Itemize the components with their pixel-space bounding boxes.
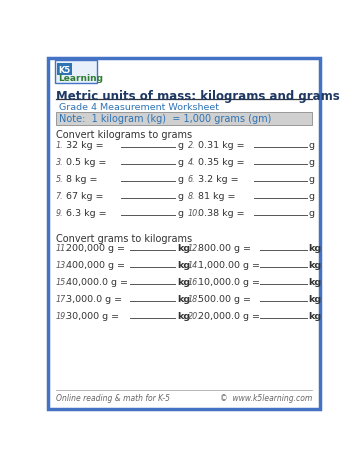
Text: 17.: 17. (56, 294, 69, 303)
Text: kg: kg (177, 244, 191, 253)
Text: 19.: 19. (56, 312, 69, 320)
Text: 32 kg =: 32 kg = (66, 141, 103, 150)
Text: 4.: 4. (187, 158, 195, 167)
Text: 0.35 kg =: 0.35 kg = (197, 158, 244, 167)
Text: 81 kg =: 81 kg = (197, 192, 235, 200)
Text: Learning: Learning (58, 74, 103, 83)
Text: Grade 4 Measurement Worksheet: Grade 4 Measurement Worksheet (59, 102, 219, 112)
Text: g: g (177, 175, 183, 184)
Text: 13.: 13. (56, 261, 69, 269)
Text: g: g (177, 141, 183, 150)
Text: Convert grams to kilograms: Convert grams to kilograms (56, 233, 192, 243)
Text: 200,000 g =: 200,000 g = (66, 244, 125, 253)
Text: kg: kg (308, 278, 322, 287)
Text: 10.: 10. (187, 208, 200, 218)
Text: 8 kg =: 8 kg = (66, 175, 97, 184)
Text: g: g (308, 141, 314, 150)
Text: Metric units of mass: kilograms and grams: Metric units of mass: kilograms and gram… (56, 89, 340, 102)
Text: 14.: 14. (187, 261, 200, 269)
Text: 67 kg =: 67 kg = (66, 192, 103, 200)
Text: g: g (177, 208, 183, 218)
Text: g: g (308, 192, 314, 200)
Text: 800.00 g =: 800.00 g = (197, 244, 251, 253)
FancyBboxPatch shape (48, 59, 320, 409)
Text: 3.2 kg =: 3.2 kg = (197, 175, 238, 184)
Text: kg: kg (308, 312, 322, 320)
Text: 8.: 8. (187, 192, 195, 200)
Text: 5.: 5. (56, 175, 63, 184)
Text: 2.: 2. (187, 141, 195, 150)
Text: K5: K5 (58, 66, 70, 75)
Text: 10,000.0 g =: 10,000.0 g = (197, 278, 260, 287)
Text: 3,000.0 g =: 3,000.0 g = (66, 294, 122, 303)
Text: 400,000 g =: 400,000 g = (66, 261, 125, 269)
Text: 1.: 1. (56, 141, 63, 150)
Text: Note:  1 kilogram (kg)  = 1,000 grams (gm): Note: 1 kilogram (kg) = 1,000 grams (gm) (59, 114, 271, 124)
Text: 0.5 kg =: 0.5 kg = (66, 158, 106, 167)
Text: 40,000.0 g =: 40,000.0 g = (66, 278, 128, 287)
Text: kg: kg (177, 261, 191, 269)
Text: g: g (308, 175, 314, 184)
Text: ©  www.k5learning.com: © www.k5learning.com (220, 394, 312, 403)
Text: kg: kg (308, 294, 322, 303)
Text: g: g (308, 158, 314, 167)
Text: 15.: 15. (56, 278, 69, 287)
Text: 18.: 18. (187, 294, 200, 303)
Text: Convert kilograms to grams: Convert kilograms to grams (56, 130, 192, 140)
Text: g: g (177, 192, 183, 200)
Text: 16.: 16. (187, 278, 200, 287)
Text: 7.: 7. (56, 192, 63, 200)
Text: 3.: 3. (56, 158, 63, 167)
Text: kg: kg (177, 278, 191, 287)
FancyBboxPatch shape (55, 61, 97, 84)
Text: 500.00 g =: 500.00 g = (197, 294, 251, 303)
Text: 0.38 kg =: 0.38 kg = (197, 208, 244, 218)
Text: Online reading & math for K-5: Online reading & math for K-5 (56, 394, 170, 403)
Text: 11.: 11. (56, 244, 69, 253)
Text: kg: kg (177, 294, 191, 303)
Text: 20.: 20. (187, 312, 200, 320)
Text: kg: kg (308, 244, 322, 253)
Text: kg: kg (308, 261, 322, 269)
Text: 6.: 6. (187, 175, 195, 184)
Text: g: g (308, 208, 314, 218)
Text: 12.: 12. (187, 244, 200, 253)
Text: 30,000 g =: 30,000 g = (66, 312, 119, 320)
Text: 9.: 9. (56, 208, 63, 218)
Text: g: g (177, 158, 183, 167)
Text: 1,000.00 g =: 1,000.00 g = (197, 261, 260, 269)
FancyBboxPatch shape (56, 113, 312, 125)
Text: kg: kg (177, 312, 191, 320)
Text: 0.31 kg =: 0.31 kg = (197, 141, 244, 150)
Text: 6.3 kg =: 6.3 kg = (66, 208, 106, 218)
Text: 20,000.0 g =: 20,000.0 g = (197, 312, 260, 320)
